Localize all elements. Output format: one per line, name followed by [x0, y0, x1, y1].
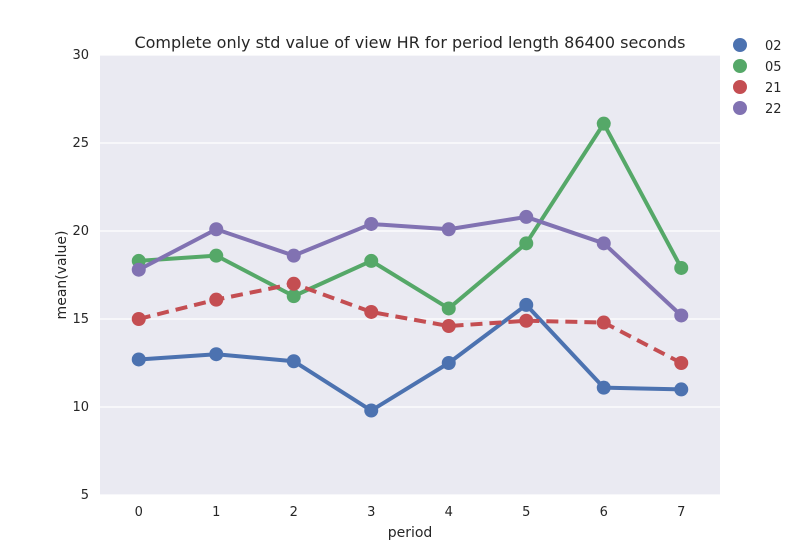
x-tick-label: 4 — [445, 505, 453, 520]
data-point — [674, 382, 689, 397]
y-tick-label: 10 — [72, 400, 89, 415]
y-tick-label: 5 — [81, 488, 89, 503]
x-tick-label: 2 — [290, 505, 298, 520]
series-layer — [131, 116, 689, 418]
legend-label: 22 — [765, 102, 782, 117]
x-tick-label: 3 — [367, 505, 375, 520]
x-tick-label: 1 — [212, 505, 220, 520]
data-point — [596, 236, 611, 251]
legend-label: 02 — [765, 39, 782, 54]
data-point — [519, 209, 534, 224]
data-point — [286, 289, 301, 304]
gridlines — [100, 54, 720, 496]
series-22 — [131, 209, 689, 323]
data-point — [441, 222, 456, 237]
legend-label: 05 — [765, 60, 782, 75]
chart-title: Complete only std value of view HR for p… — [134, 33, 685, 52]
data-point — [131, 262, 146, 277]
data-point — [364, 304, 379, 319]
legend-item: 22 — [733, 101, 782, 117]
series-line — [137, 214, 683, 317]
data-point — [596, 116, 611, 131]
legend-item: 21 — [733, 80, 782, 96]
data-point — [441, 319, 456, 334]
y-tick-label: 30 — [72, 48, 89, 63]
data-point — [209, 222, 224, 237]
series-line — [138, 281, 683, 365]
data-point — [519, 297, 534, 312]
series-line — [138, 302, 682, 413]
data-point — [674, 356, 689, 370]
x-axis-label: period — [388, 525, 433, 541]
legend-marker — [733, 59, 747, 73]
y-tick-label: 20 — [72, 224, 89, 239]
series-line — [138, 121, 684, 311]
series-21 — [131, 276, 689, 370]
legend: 02 05 21 22 — [733, 38, 782, 117]
x-tick-label: 5 — [522, 505, 530, 520]
data-point — [674, 260, 689, 275]
data-point — [209, 248, 224, 263]
data-point — [519, 313, 534, 328]
plot-area — [100, 55, 720, 495]
y-tick-label: 25 — [72, 136, 89, 151]
data-point — [131, 312, 146, 326]
y-tick-label: 15 — [72, 312, 89, 327]
data-point — [209, 292, 224, 307]
data-point — [131, 352, 146, 367]
legend-item: 05 — [733, 59, 782, 75]
data-point — [519, 236, 534, 251]
data-point — [441, 356, 456, 370]
y-axis-label: mean(value) — [54, 231, 70, 320]
legend-marker — [733, 38, 747, 52]
series-02 — [131, 297, 689, 418]
data-point — [364, 253, 379, 268]
data-point — [286, 354, 301, 369]
data-point — [674, 308, 689, 323]
data-point — [441, 301, 456, 316]
x-tick-label: 6 — [600, 505, 608, 520]
x-tick-labels: 0 1 2 3 4 5 6 7 — [135, 505, 686, 520]
data-point — [364, 216, 379, 231]
x-tick-label: 0 — [135, 505, 143, 520]
legend-marker — [733, 80, 747, 94]
legend-label: 21 — [765, 81, 782, 96]
data-point — [596, 380, 611, 395]
data-point — [209, 347, 224, 362]
data-point — [286, 276, 301, 291]
legend-marker — [733, 101, 747, 115]
data-point — [286, 248, 301, 263]
legend-item: 02 — [733, 38, 782, 54]
y-tick-labels: 5 10 15 20 25 30 — [72, 48, 89, 503]
data-point — [596, 315, 611, 330]
data-point — [364, 403, 379, 418]
x-tick-label: 7 — [677, 505, 685, 520]
